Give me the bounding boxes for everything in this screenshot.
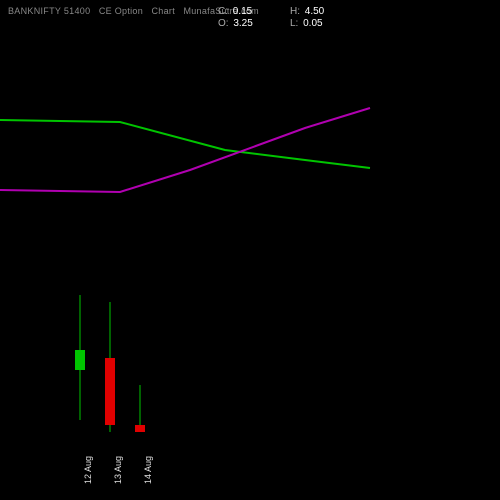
candle-body [75,350,85,370]
x-axis-label: 13 Aug [113,456,123,484]
candle-body [105,358,115,425]
x-axis-label: 12 Aug [83,456,93,484]
x-axis-label: 14 Aug [143,456,153,484]
green-line [0,120,370,168]
option-chart [0,0,500,500]
candle-body [135,425,145,432]
